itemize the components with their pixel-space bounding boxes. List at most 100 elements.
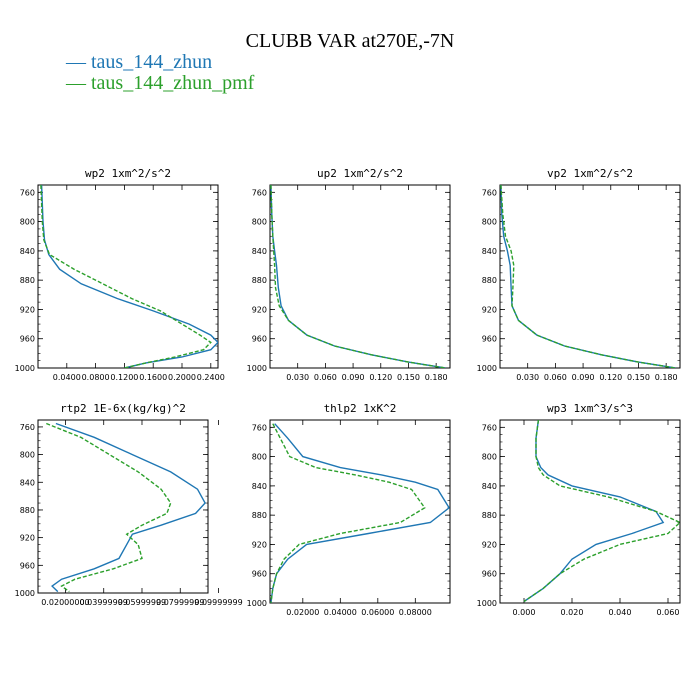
y-tick-label-6-3: 880 bbox=[482, 511, 497, 520]
legend-label-2: taus_144_zhun_pmf bbox=[91, 72, 255, 94]
y-tick-label-6-2: 840 bbox=[482, 482, 497, 491]
x-tick-label-2-1: 0.060 bbox=[314, 373, 337, 382]
y-tick-label-1-3: 880 bbox=[20, 276, 35, 285]
x-tick-label-3-4: 0.150 bbox=[627, 373, 650, 382]
y-tick-label-4-0: 760 bbox=[20, 423, 35, 432]
y-tick-label-3-6: 1000 bbox=[477, 364, 497, 373]
x-tick-label-4-3: 0.07999999 bbox=[156, 598, 204, 607]
x-tick-label-4-4: 0.09999999 bbox=[194, 598, 242, 607]
series-line-4-1 bbox=[51, 422, 206, 593]
x-tick-label-5-3: 0.08000 bbox=[399, 608, 432, 617]
series-line-3-2 bbox=[500, 185, 676, 368]
panel-frame-5 bbox=[269, 419, 451, 604]
y-tick-label-6-0: 760 bbox=[482, 423, 497, 432]
x-tick-label-1-2: 0.1200 bbox=[110, 373, 138, 382]
panel-4: rtp2 1E-6x(kg/kg)^2 760 800 840 880 920 960 100… bbox=[15, 402, 243, 607]
x-tick-label-1-0: 0.0400 bbox=[53, 373, 81, 382]
panel-title-4: rtp2 1E-6x(kg/kg)^2 bbox=[60, 402, 186, 415]
x-tick-label-3-2: 0.090 bbox=[572, 373, 595, 382]
x-tick-label-1-1: 0.0800 bbox=[82, 373, 110, 382]
panel-2: up2 1xm^2/s^2 760 800 840 880 920 960 1000 0.030… bbox=[247, 167, 451, 382]
x-tick-label-4-0: 0.02000000 bbox=[41, 598, 89, 607]
y-tick-label-3-4: 920 bbox=[482, 305, 497, 314]
y-tick-label-2-0: 760 bbox=[252, 188, 267, 197]
panel-title-3: vp2 1xm^2/s^2 bbox=[547, 167, 633, 180]
y-tick-label-5-1: 800 bbox=[252, 453, 267, 462]
panel-frame-1 bbox=[37, 184, 219, 369]
series-line-6-1 bbox=[523, 420, 665, 603]
y-tick-label-1-5: 960 bbox=[20, 335, 35, 344]
panel-title-6: wp3 1xm^3/s^3 bbox=[547, 402, 633, 415]
y-tick-label-3-1: 800 bbox=[482, 218, 497, 227]
y-tick-label-6-1: 800 bbox=[482, 453, 497, 462]
series-line-2-2 bbox=[270, 185, 446, 368]
y-tick-label-2-1: 800 bbox=[252, 218, 267, 227]
figure-title: CLUBB VAR at270E,-7N bbox=[245, 30, 455, 52]
y-tick-label-1-0: 760 bbox=[20, 188, 35, 197]
y-tick-label-1-2: 840 bbox=[20, 247, 35, 256]
y-tick-label-4-2: 840 bbox=[20, 478, 35, 487]
series-line-5-2 bbox=[270, 423, 426, 603]
x-tick-label-3-3: 0.120 bbox=[599, 373, 622, 382]
y-tick-label-1-6: 1000 bbox=[15, 364, 35, 373]
y-tick-label-5-4: 920 bbox=[252, 540, 267, 549]
y-tick-label-5-6: 1000 bbox=[247, 599, 267, 608]
y-tick-label-2-2: 840 bbox=[252, 247, 267, 256]
x-tick-label-2-3: 0.120 bbox=[369, 373, 392, 382]
x-tick-label-6-3: 0.060 bbox=[657, 608, 680, 617]
panel-3: vp2 1xm^2/s^2 760 800 840 880 920 960 1000 0.030… bbox=[477, 167, 681, 382]
x-tick-label-3-5: 0.180 bbox=[655, 373, 678, 382]
y-tick-label-6-5: 960 bbox=[482, 570, 497, 579]
panel-5: thlp2 1xK^2 760 800 840 880 920 960 1000 0.02000… bbox=[247, 402, 451, 617]
y-tick-label-5-2: 840 bbox=[252, 482, 267, 491]
panel-title-5: thlp2 1xK^2 bbox=[324, 402, 397, 415]
series-line-3-1 bbox=[500, 185, 676, 368]
x-tick-label-2-0: 0.030 bbox=[286, 373, 309, 382]
x-tick-label-4-2: 0.05999999 bbox=[118, 598, 166, 607]
y-tick-label-6-6: 1000 bbox=[477, 599, 497, 608]
legend-marker-1: — bbox=[66, 51, 91, 73]
x-tick-label-2-2: 0.090 bbox=[342, 373, 365, 382]
y-tick-label-5-3: 880 bbox=[252, 511, 267, 520]
panel-6: wp3 1xm^3/s^3 760 800 840 880 920 960 1000 0.000… bbox=[477, 402, 681, 617]
panel-frame-3 bbox=[499, 184, 681, 369]
y-tick-label-6-4: 920 bbox=[482, 540, 497, 549]
panel-frame-4 bbox=[37, 419, 209, 594]
panel-title-1: wp2 1xm^2/s^2 bbox=[85, 167, 171, 180]
x-tick-label-2-4: 0.150 bbox=[397, 373, 420, 382]
legend-entry-1: — taus_144_zhun bbox=[66, 52, 254, 73]
x-tick-label-5-1: 0.04000 bbox=[324, 608, 357, 617]
y-tick-label-4-6: 1000 bbox=[15, 589, 35, 598]
y-tick-label-3-2: 840 bbox=[482, 247, 497, 256]
y-tick-label-3-3: 880 bbox=[482, 276, 497, 285]
series-line-4-2 bbox=[46, 422, 172, 593]
y-tick-label-4-5: 960 bbox=[20, 561, 35, 570]
y-tick-label-2-5: 960 bbox=[252, 335, 267, 344]
y-tick-label-5-0: 760 bbox=[252, 423, 267, 432]
x-tick-label-3-1: 0.060 bbox=[544, 373, 567, 382]
y-tick-label-4-4: 920 bbox=[20, 534, 35, 543]
x-tick-label-1-3: 0.1600 bbox=[139, 373, 167, 382]
x-tick-label-2-5: 0.180 bbox=[425, 373, 448, 382]
y-tick-label-4-1: 800 bbox=[20, 451, 35, 460]
panel-title-2: up2 1xm^2/s^2 bbox=[317, 167, 403, 180]
y-tick-label-2-4: 920 bbox=[252, 305, 267, 314]
y-tick-label-1-1: 800 bbox=[20, 218, 35, 227]
legend-label-1: taus_144_zhun bbox=[91, 51, 213, 73]
series-line-1-1 bbox=[40, 185, 218, 368]
legend-marker-2: — bbox=[66, 72, 91, 94]
x-tick-label-6-2: 0.040 bbox=[609, 608, 632, 617]
y-tick-label-2-3: 880 bbox=[252, 276, 267, 285]
y-tick-label-3-5: 960 bbox=[482, 335, 497, 344]
panel-frame-6 bbox=[499, 419, 681, 604]
legend-entry-2: — taus_144_zhun_pmf bbox=[66, 73, 254, 94]
y-tick-label-3-0: 760 bbox=[482, 188, 497, 197]
series-line-6-2 bbox=[523, 420, 680, 603]
series-line-2-1 bbox=[270, 185, 446, 368]
x-tick-label-5-2: 0.06000 bbox=[361, 608, 394, 617]
y-tick-label-2-6: 1000 bbox=[247, 364, 267, 373]
x-tick-label-4-1: 0.03999999 bbox=[80, 598, 128, 607]
x-tick-label-1-5: 0.2400 bbox=[197, 373, 225, 382]
x-tick-label-1-4: 0.2000 bbox=[168, 373, 196, 382]
